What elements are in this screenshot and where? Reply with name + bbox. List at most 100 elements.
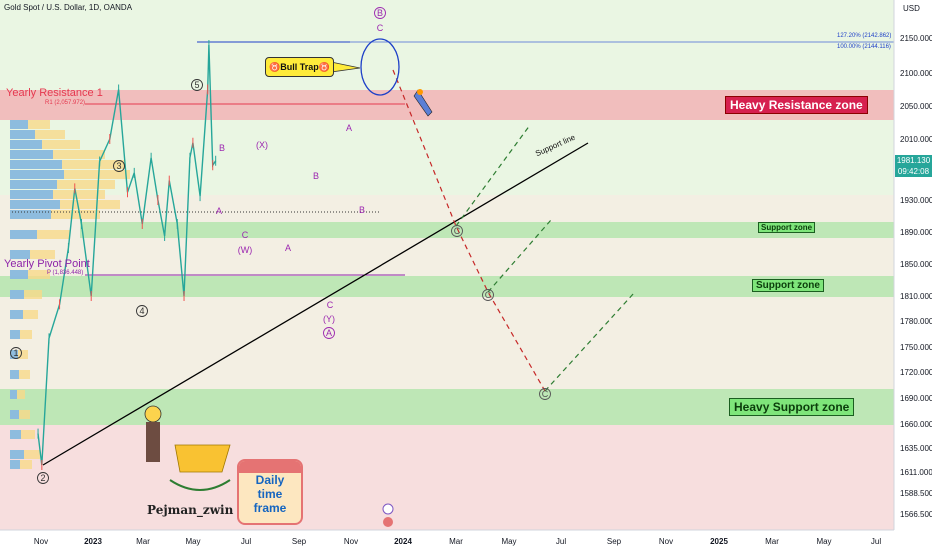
- price-tick-17: 1566.500: [900, 510, 932, 519]
- wave-label-a2: A: [285, 243, 291, 253]
- volume-profile-bar: [10, 330, 32, 339]
- price-tick-12: 1690.000: [900, 394, 932, 403]
- wave-label-c2: C: [327, 300, 334, 310]
- time-tick-7: 2024: [394, 537, 412, 546]
- projection-red-path: [392, 69, 546, 392]
- projection-green-2: [487, 219, 552, 293]
- wave-circle-w3: [113, 160, 125, 172]
- support-trend-line: [42, 142, 589, 466]
- wave-circle-c_proj1: [451, 225, 463, 237]
- volume-profile-bar: [10, 450, 40, 459]
- author-name: Pejman_zwin: [147, 503, 234, 517]
- volume-profile-bar-inner: [10, 460, 20, 469]
- volume-profile-bar-inner: [10, 410, 19, 419]
- wave-label-b3: B: [359, 205, 365, 215]
- volume-profile-bar: [10, 160, 125, 169]
- volume-profile-bar-inner: [10, 370, 19, 379]
- wave-label-big_b: B: [377, 8, 383, 18]
- bull-icon: ♉: [269, 62, 281, 72]
- time-tick-15: May: [816, 537, 831, 546]
- volume-profile-bar: [10, 460, 32, 469]
- support-zone-2: [0, 276, 894, 297]
- volume-profile-bar: [10, 180, 115, 189]
- wave-label-w1: 1: [13, 348, 18, 358]
- wave-circle-w2: [37, 472, 49, 484]
- volume-profile-bar-inner: [10, 430, 21, 439]
- time-scale-panel[interactable]: [0, 530, 894, 550]
- wave-label-y_lbl: (Y): [323, 314, 335, 324]
- time-tick-13: 2025: [710, 537, 728, 546]
- volume-profile-bar: [10, 120, 50, 129]
- support-zone-1: [80, 222, 894, 238]
- yearly-resistance-value: R1 (2,057.972): [45, 100, 86, 106]
- timeframe-line3: frame: [253, 501, 287, 515]
- gold-nuggets-icon: [174, 444, 231, 473]
- timeframe-line1: Daily: [255, 473, 285, 487]
- volume-profile-bar-inner: [10, 140, 42, 149]
- volume-profile-bar-inner: [10, 230, 37, 239]
- countdown-timer: 09:42:08: [897, 167, 930, 176]
- heavy-support-label: Heavy Support zone: [729, 398, 855, 416]
- wave-label-c1: C: [242, 230, 249, 240]
- time-tick-11: Sep: [607, 537, 622, 546]
- volume-profile-bar: [10, 140, 80, 149]
- time-scale-ticks: Nov 2023 Mar May Jul Sep Nov 2024 Mar May Jul Sep No…: [34, 537, 881, 546]
- wave-label-x_lbl: (X): [256, 140, 268, 150]
- currency-label[interactable]: USD: [903, 4, 920, 13]
- projection-green-3: [544, 292, 635, 392]
- price-tick-3: 2010.000: [900, 135, 932, 144]
- price-tick-0: 2150.000: [900, 34, 932, 43]
- volume-profile-bar-inner: [10, 210, 51, 219]
- volume-profile-bar-inner: [10, 350, 18, 359]
- current-price-badge: 1981.130 09:42:08: [895, 155, 932, 177]
- bull-icon: ♉: [318, 62, 330, 72]
- calendar-header: [239, 461, 301, 473]
- wave-circle-big_b: [374, 7, 386, 19]
- timeframe-badge: Daily time frame: [237, 459, 303, 525]
- time-tick-16: Jul: [871, 537, 881, 546]
- volume-profile-bar: [10, 150, 105, 159]
- price-tick-13: 1660.000: [900, 420, 932, 429]
- wave-label-b1: B: [219, 143, 225, 153]
- volume-profile-bar: [10, 190, 105, 199]
- price-scale-panel[interactable]: [894, 0, 932, 550]
- volume-profile-bar: [10, 170, 130, 179]
- price-tick-1: 2100.000: [900, 69, 932, 78]
- volume-profile-bar-inner: [10, 170, 64, 179]
- price-tick-7: 1850.000: [900, 260, 932, 269]
- volume-profile-bar-inner: [10, 150, 53, 159]
- price-tick-11: 1720.000: [900, 368, 932, 377]
- time-tick-9: May: [501, 537, 516, 546]
- fib-level-100: 100.00% (2144.116): [837, 44, 891, 50]
- volume-profile-bar: [10, 350, 28, 359]
- volume-profile-bar-inner: [10, 130, 35, 139]
- wave-label-c_proj2: C: [485, 290, 492, 300]
- support-zone-label-1: Support zone: [758, 222, 816, 233]
- volume-profile-bar: [10, 230, 70, 239]
- price-tick-6: 1890.000: [900, 228, 932, 237]
- volume-profile-bar: [10, 430, 35, 439]
- wave-label-a3: A: [346, 123, 352, 133]
- volume-profile-bar: [10, 200, 120, 209]
- volume-profile-bar: [10, 270, 50, 279]
- volume-profile: [10, 120, 130, 469]
- price-tick-8: 1810.000: [900, 292, 932, 301]
- volume-profile-bar-inner: [10, 120, 28, 129]
- symbol-title[interactable]: Gold Spot / U.S. Dollar, 1D, OANDA: [4, 3, 133, 12]
- volume-profile-bar-inner: [10, 250, 30, 259]
- volume-profile-bar: [10, 130, 65, 139]
- volume-profile-bar-inner: [10, 330, 20, 339]
- yearly-pivot-title: Yearly Pivot Point: [4, 258, 90, 270]
- price-tick-5: 1930.000: [900, 196, 932, 205]
- projection-green-1: [455, 124, 531, 227]
- time-tick-2: Mar: [136, 537, 150, 546]
- price-tick-15: 1611.000: [900, 468, 932, 477]
- timeframe-line2: time: [257, 487, 283, 501]
- time-tick-1: 2023: [84, 537, 102, 546]
- chart-background-lower: [0, 425, 894, 530]
- fib-level-127: 127.20% (2142.862): [837, 33, 892, 39]
- wave-circle-big_a: [323, 327, 335, 339]
- author-swoosh-icon: [169, 479, 231, 491]
